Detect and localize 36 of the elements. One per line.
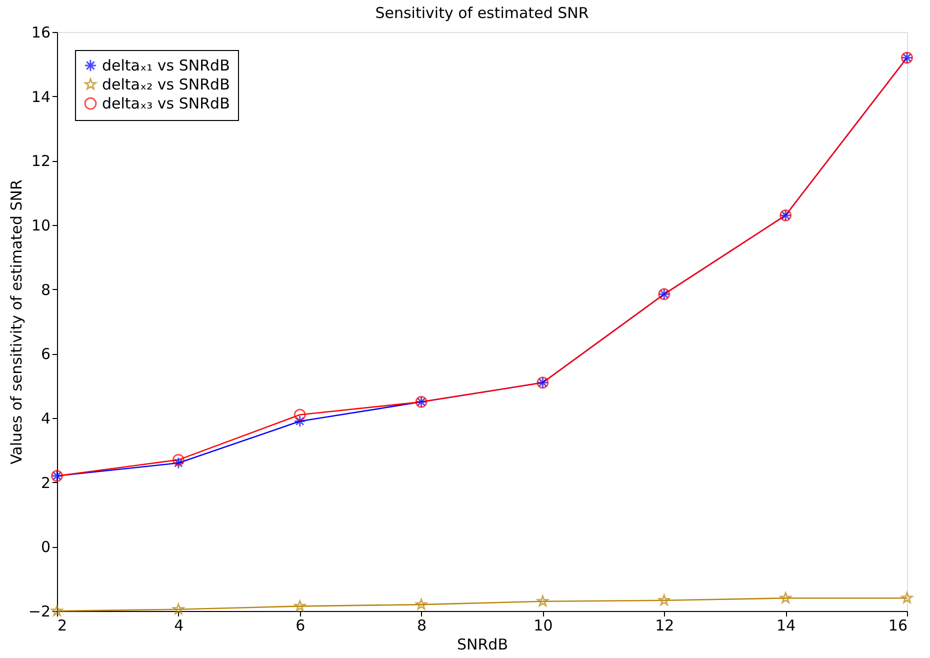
x-tick-label: 10 bbox=[534, 616, 553, 634]
x-tick-label: 4 bbox=[174, 616, 184, 634]
point bbox=[294, 600, 306, 612]
x-tick-label: 6 bbox=[296, 616, 306, 634]
y-tick-label: 14 bbox=[31, 88, 50, 106]
legend-label: deltaₓ₂ vs SNRdB bbox=[102, 76, 230, 94]
point bbox=[294, 415, 306, 428]
y-tick-label: 2 bbox=[40, 474, 50, 492]
point bbox=[294, 408, 306, 421]
point bbox=[51, 605, 63, 616]
y-tick-label: −2 bbox=[28, 602, 50, 620]
x-tick-label: 14 bbox=[776, 616, 796, 634]
x-tick-label: 16 bbox=[888, 616, 908, 634]
y-tick-label: 0 bbox=[40, 538, 50, 556]
point bbox=[901, 592, 913, 604]
point bbox=[536, 595, 548, 606]
point bbox=[780, 592, 792, 604]
x-tick-label: 2 bbox=[58, 616, 68, 634]
y-tick-label: 10 bbox=[31, 216, 50, 234]
y-tick-label: 12 bbox=[31, 152, 50, 170]
x-tick-label: 12 bbox=[655, 616, 674, 634]
y-tick-label: 16 bbox=[31, 24, 50, 42]
y-tick-label: 6 bbox=[40, 345, 50, 364]
x-tick-label: 8 bbox=[417, 616, 427, 634]
point bbox=[172, 603, 184, 614]
point bbox=[172, 457, 184, 470]
y-tick-label: 8 bbox=[40, 280, 50, 299]
point bbox=[172, 454, 184, 466]
point bbox=[416, 598, 428, 610]
point bbox=[658, 594, 670, 606]
y-axis-title: Values of sensitivity of estimated SNR bbox=[7, 180, 26, 464]
y-tick-label: 4 bbox=[40, 410, 50, 428]
legend-label: deltaₓ₃ vs SNRdB bbox=[102, 94, 230, 112]
chart-title: Sensitivity of estimated SNR bbox=[375, 4, 589, 22]
x-axis-title: SNRdB bbox=[457, 636, 508, 654]
legend-label: deltaₓ₁ vs SNRdB bbox=[102, 56, 230, 74]
